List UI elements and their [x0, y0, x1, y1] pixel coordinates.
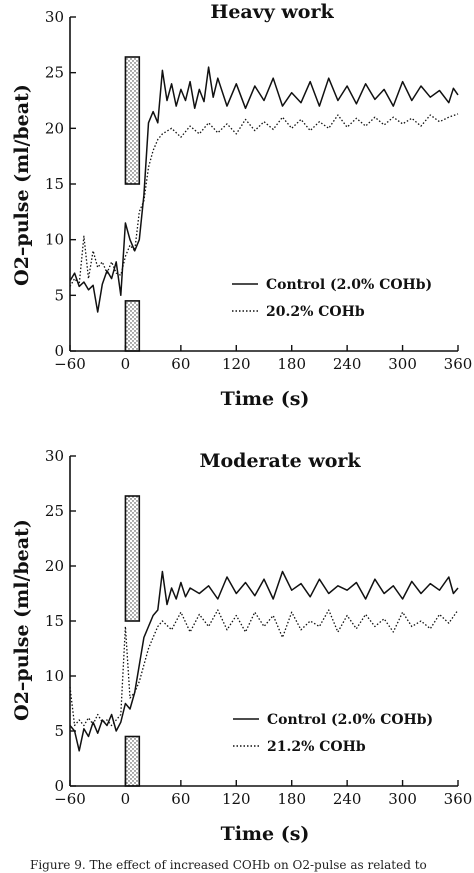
- y-axis-label: O2–pulse (ml/beat): [11, 519, 33, 721]
- x-tick-label: 360: [444, 790, 473, 808]
- figure-caption: Figure 9. The effect of increased COHb o…: [30, 858, 427, 872]
- y-tick-label: 0: [54, 777, 64, 795]
- x-tick-label: 300: [388, 355, 417, 373]
- x-tick-label: 120: [222, 355, 251, 373]
- x-axis-label: Time (s): [221, 388, 310, 410]
- legend-label: 21.2% COHb: [267, 739, 366, 755]
- x-tick-label: 300: [388, 790, 417, 808]
- moderate-work-panel: Moderate work Time (s) O2–pulse (ml/beat…: [11, 447, 472, 845]
- y-tick-label: 5: [54, 722, 64, 740]
- cohb-series-line: [69, 113, 459, 287]
- x-tick-label: −60: [54, 790, 86, 808]
- x-tick-label: 60: [171, 355, 190, 373]
- legend-label: Control (2.0% COHb): [266, 277, 432, 293]
- y-tick-label: 15: [45, 612, 64, 630]
- x-tick-label: 240: [333, 790, 362, 808]
- cohb-series-line: [69, 609, 459, 727]
- y-tick-label: 20: [45, 119, 64, 137]
- y-axis-label: O2–pulse (ml/beat): [11, 84, 33, 286]
- heavy-work-panel: Heavy work Time (s) O2–pulse (ml/beat) 0…: [11, 1, 472, 410]
- onset-shading-lower: [124, 300, 141, 352]
- y-tick-label: 5: [54, 286, 64, 304]
- chart-title: Moderate work: [199, 450, 361, 472]
- y-tick-label: 0: [54, 342, 64, 360]
- onset-shading-upper: [124, 56, 141, 185]
- x-tick-label: 240: [333, 355, 362, 373]
- x-tick-label: 180: [277, 355, 306, 373]
- legend-label: 20.2% COHb: [266, 304, 365, 320]
- y-tick-label: 15: [45, 175, 64, 193]
- y-tick-label: 10: [45, 667, 64, 685]
- onset-shading-upper: [124, 495, 141, 622]
- control-series-line: [69, 66, 459, 313]
- x-tick-label: 60: [171, 790, 190, 808]
- y-tick-label: 25: [45, 502, 64, 520]
- x-tick-label: 120: [222, 790, 251, 808]
- y-tick-label: 20: [45, 557, 64, 575]
- y-tick-label: 30: [45, 8, 64, 26]
- y-tick-label: 30: [45, 447, 64, 465]
- y-tick-label: 10: [45, 231, 64, 249]
- legend-label: Control (2.0% COHb): [267, 712, 433, 728]
- control-series-line: [69, 570, 459, 752]
- x-tick-label: 360: [444, 355, 473, 373]
- y-tick-label: 25: [45, 64, 64, 82]
- chart-title: Heavy work: [210, 1, 334, 23]
- x-tick-label: 0: [121, 355, 131, 373]
- x-tick-label: −60: [54, 355, 86, 373]
- x-tick-label: 180: [277, 790, 306, 808]
- x-tick-label: 0: [121, 790, 131, 808]
- onset-shading-lower: [124, 735, 141, 787]
- x-axis-label: Time (s): [221, 823, 310, 845]
